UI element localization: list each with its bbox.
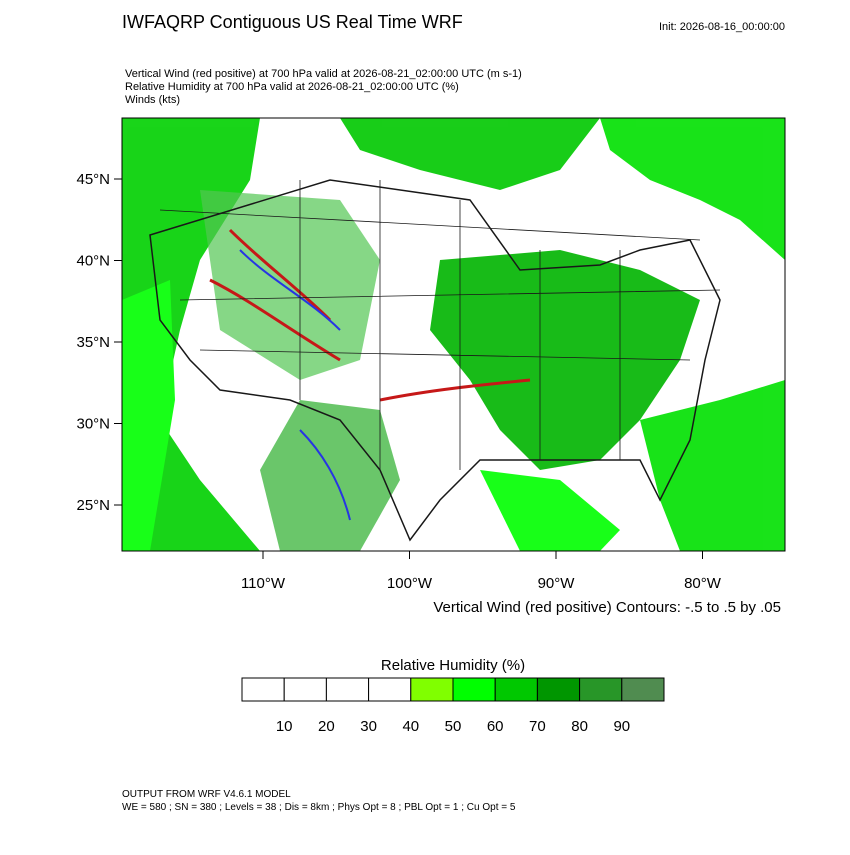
title: IWFAQRP Contiguous US Real Time WRF (122, 12, 463, 32)
colorbar-box (579, 677, 623, 702)
contour-caption: Vertical Wind (red positive) Contours: -… (433, 599, 781, 616)
lon-label: 110°W (241, 575, 286, 592)
colorbar-box (283, 677, 327, 702)
lat-label: 40°N (76, 253, 110, 270)
map (121, 117, 786, 552)
colorbar-label: 40 (402, 718, 419, 735)
init-time: Init: 2026-08-16_00:00:00 (659, 21, 785, 33)
colorbar-label: 10 (276, 718, 293, 735)
lon-label: 80°W (684, 575, 722, 592)
colorbar-label: 70 (529, 718, 546, 735)
colorbar-box (536, 677, 581, 702)
lon-label: 90°W (538, 575, 576, 592)
colorbar-box (452, 677, 496, 702)
lat-label: 35°N (76, 334, 110, 351)
lat-label: 45°N (76, 171, 110, 188)
colorbar-box (621, 677, 665, 702)
colorbar-label: 50 (445, 718, 462, 735)
colorbar-label: 80 (571, 718, 588, 735)
colorbar-box (241, 677, 285, 702)
colorbar-box (325, 677, 370, 702)
subtitle: Relative Humidity at 700 hPa valid at 20… (125, 81, 459, 93)
subtitle: Winds (kts) (125, 94, 180, 106)
footer: OUTPUT FROM WRF V4.6.1 MODEL (122, 789, 291, 800)
colorbar-box (494, 677, 538, 702)
colorbar-title: Relative Humidity (%) (381, 657, 525, 674)
lat-label: 30°N (76, 416, 110, 433)
lat-label: 25°N (76, 497, 110, 514)
subtitle: Vertical Wind (red positive) at 700 hPa … (125, 68, 522, 80)
footer: WE = 580 ; SN = 380 ; Levels = 38 ; Dis … (122, 802, 516, 813)
colorbar-box (368, 677, 412, 702)
colorbar-label: 90 (613, 718, 630, 735)
colorbar-label: 20 (318, 718, 335, 735)
colorbar-label: 30 (360, 718, 377, 735)
colorbar-label: 60 (487, 718, 504, 735)
colorbar-box (410, 677, 454, 702)
lon-label: 100°W (387, 575, 433, 592)
